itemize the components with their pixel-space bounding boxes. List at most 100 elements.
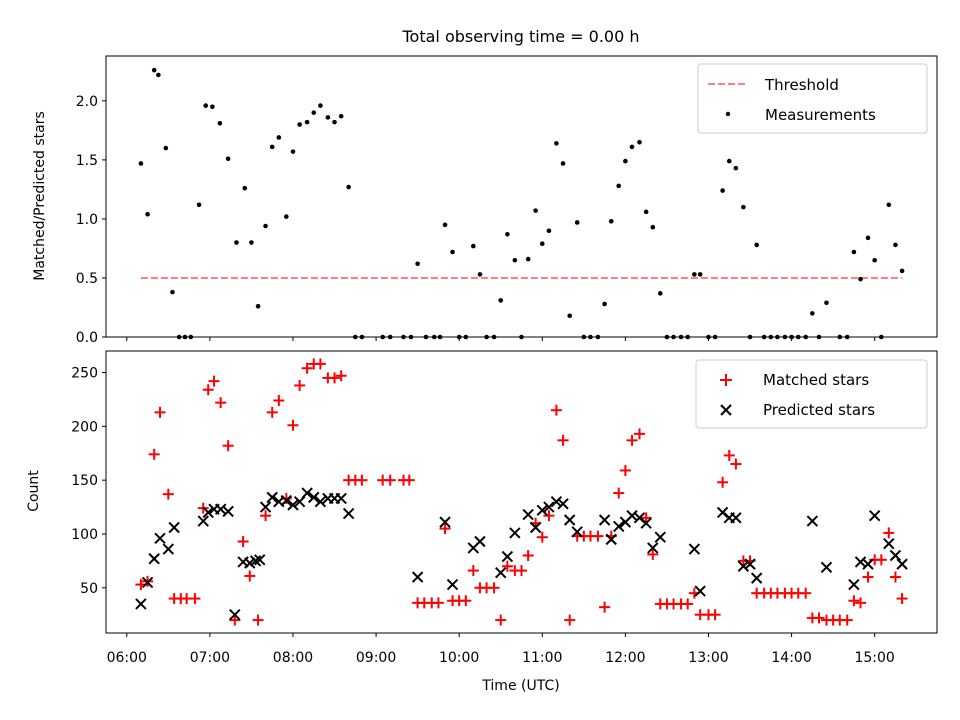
matched-star-point [613, 487, 625, 499]
matched-star-point [800, 587, 812, 599]
y-tick-label: 100 [71, 527, 98, 543]
matched-star-point [162, 488, 174, 500]
matched-star-point [495, 614, 507, 626]
measurement-point [304, 119, 310, 125]
legend-threshold-label: Threshold [764, 76, 839, 94]
plot-frame [105, 55, 938, 338]
measurement-point [657, 291, 663, 296]
measurement-point [650, 224, 656, 230]
predicted-star-point [806, 515, 819, 527]
legend-measurements-swatch [725, 111, 731, 117]
predicted-star-point [848, 578, 860, 591]
matched-star-point [202, 384, 214, 396]
measurement-point [899, 268, 905, 274]
matched-star-point [841, 614, 853, 626]
matched-star-point [592, 530, 604, 542]
measurement-point [872, 257, 877, 263]
predicted-star-point [446, 578, 459, 591]
predicted-star-point [266, 491, 278, 504]
predicted-star-point [563, 514, 576, 526]
predicted-star-point [613, 520, 625, 533]
matched-star-point [467, 565, 479, 577]
predicted-star-point [737, 560, 750, 572]
matched-star-point [222, 440, 234, 452]
predicted-star-point [254, 554, 266, 566]
measurement-point [255, 304, 261, 309]
predicted-star-point [501, 550, 514, 563]
ratio-panel: Total observing time = 0.00 h Matched/Pr… [32, 27, 938, 346]
matched-star-point [237, 536, 249, 548]
measurement-points [138, 67, 905, 340]
measurement-point [217, 120, 223, 126]
matched-star-point [294, 379, 306, 391]
legend-matched-label: Matched stars [763, 371, 869, 389]
measurement-point [138, 161, 144, 166]
measurement-point [249, 240, 254, 245]
predicted-star-point [529, 521, 542, 534]
x-axis-ticks [126, 337, 876, 341]
matched-star-point [813, 612, 825, 624]
measurement-point [824, 300, 829, 306]
matched-stars-points [135, 358, 908, 626]
matched-star-point [148, 448, 160, 460]
matched-star-point [229, 614, 241, 626]
predicted-star-point [694, 585, 706, 597]
matched-star-point [550, 404, 562, 416]
measurement-point [242, 185, 248, 191]
matched-star-point [543, 510, 555, 522]
predicted-star-point [730, 512, 742, 524]
matched-star-point [439, 523, 451, 535]
predicted-star-point [229, 608, 241, 621]
measurement-point [234, 240, 239, 245]
predicted-stars-points [135, 487, 908, 621]
measurement-point [810, 311, 815, 316]
matched-star-point [723, 449, 735, 461]
measurement-point [498, 298, 504, 303]
predicted-star-point [750, 572, 763, 584]
predicted-star-point [868, 509, 881, 522]
predicted-star-point [647, 542, 659, 554]
predicted-star-point [536, 504, 548, 517]
plot-frame [105, 350, 938, 634]
predicted-star-point [168, 521, 180, 534]
predicted-star-point [135, 598, 147, 610]
matched-star-point [896, 593, 908, 605]
x-tick-label: 15:00 [854, 650, 894, 666]
legend-box [697, 63, 928, 134]
count-panel: Count Time (UTC) 50 100 150 200 250 06:00 07:… [26, 350, 938, 694]
measurement-point [284, 214, 289, 219]
matched-star-point [564, 614, 576, 626]
legend-measurements-label: Measurements [765, 106, 876, 124]
measurement-point [602, 301, 607, 307]
matched-star-point [536, 531, 548, 543]
measurement-point [225, 156, 231, 162]
matched-star-point [335, 370, 347, 382]
predicted-star-point [862, 558, 874, 570]
y-tick-label: 1.5 [76, 153, 98, 169]
measurement-point [741, 204, 746, 210]
predicted-star-point [598, 514, 611, 526]
predicted-star-point [509, 527, 521, 539]
x-tick-label: 14:00 [771, 650, 811, 666]
x-tick-label: 11:00 [522, 650, 562, 666]
legend: Matched stars Predicted stars [695, 359, 928, 429]
matched-star-point [356, 474, 368, 486]
measurement-point [697, 272, 703, 277]
measurement-point [203, 103, 209, 108]
measurement-point [151, 67, 157, 73]
legend-predicted-swatch [720, 404, 732, 416]
matched-star-point [626, 434, 638, 446]
matched-star-point [384, 474, 396, 486]
matched-star-point [599, 601, 611, 613]
measurement-point [276, 135, 282, 140]
predicted-star-point [308, 491, 320, 504]
predicted-star-point [896, 558, 908, 570]
measurement-point [338, 113, 344, 119]
measurement-point [886, 202, 892, 208]
x-tick-label: 09:00 [356, 650, 396, 666]
measurement-point [623, 158, 628, 164]
predicted-star-point [605, 533, 617, 546]
predicted-star-point [335, 492, 347, 505]
predicted-star-point [522, 508, 534, 521]
